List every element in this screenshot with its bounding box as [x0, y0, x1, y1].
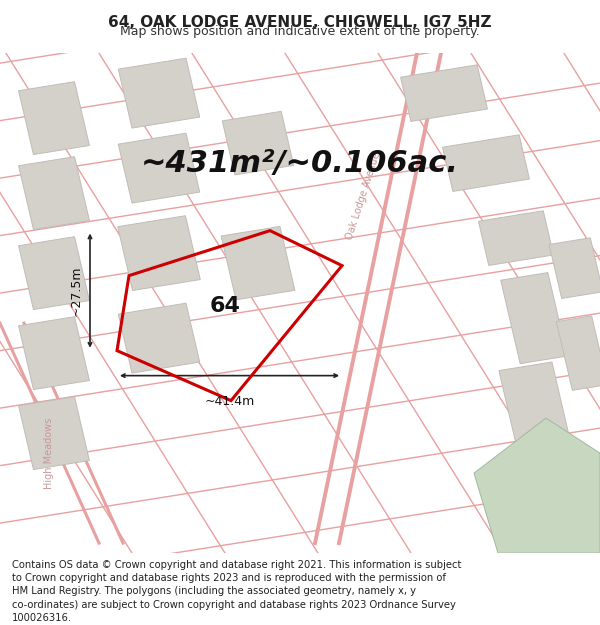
Polygon shape	[19, 82, 89, 154]
Text: co-ordinates) are subject to Crown copyright and database rights 2023 Ordnance S: co-ordinates) are subject to Crown copyr…	[12, 599, 456, 609]
Polygon shape	[118, 133, 200, 203]
Polygon shape	[474, 418, 600, 553]
Polygon shape	[556, 316, 600, 391]
Polygon shape	[19, 237, 89, 309]
Polygon shape	[499, 362, 569, 444]
Polygon shape	[118, 216, 200, 291]
Polygon shape	[478, 211, 554, 266]
Text: Contains OS data © Crown copyright and database right 2021. This information is : Contains OS data © Crown copyright and d…	[12, 560, 461, 570]
Text: ~27.5m: ~27.5m	[70, 266, 83, 316]
Text: 64: 64	[209, 296, 241, 316]
Text: High Meadows: High Meadows	[44, 418, 54, 489]
Text: ~431m²/~0.106ac.: ~431m²/~0.106ac.	[141, 149, 459, 178]
Polygon shape	[221, 226, 295, 300]
Text: HM Land Registry. The polygons (including the associated geometry, namely x, y: HM Land Registry. The polygons (includin…	[12, 586, 416, 596]
Text: ~41.4m: ~41.4m	[205, 394, 254, 408]
Polygon shape	[222, 111, 294, 175]
Polygon shape	[118, 303, 200, 373]
Polygon shape	[118, 58, 200, 128]
Text: 100026316.: 100026316.	[12, 612, 72, 622]
Polygon shape	[549, 238, 600, 299]
Text: to Crown copyright and database rights 2023 and is reproduced with the permissio: to Crown copyright and database rights 2…	[12, 573, 446, 583]
Text: Map shows position and indicative extent of the property.: Map shows position and indicative extent…	[120, 25, 480, 38]
Polygon shape	[443, 135, 529, 191]
Text: 64, OAK LODGE AVENUE, CHIGWELL, IG7 5HZ: 64, OAK LODGE AVENUE, CHIGWELL, IG7 5HZ	[108, 15, 492, 30]
Polygon shape	[19, 397, 89, 469]
Polygon shape	[401, 65, 487, 121]
Text: Oak Lodge Avenue: Oak Lodge Avenue	[344, 151, 382, 241]
Polygon shape	[19, 317, 89, 389]
Polygon shape	[19, 157, 89, 229]
Polygon shape	[501, 272, 567, 364]
